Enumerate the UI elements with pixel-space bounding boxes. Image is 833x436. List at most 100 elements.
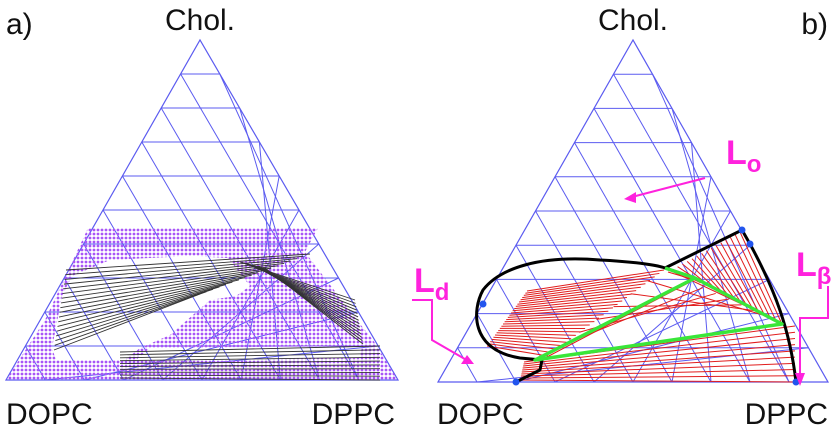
lbeta-arrow [799, 286, 829, 378]
tie-line [63, 262, 285, 290]
tie-line [57, 281, 233, 327]
boundary-marker [792, 378, 800, 386]
tie-line [63, 260, 291, 285]
panel-b-label: b) [801, 8, 828, 41]
lo-arrow [627, 177, 706, 199]
tie-line [64, 258, 298, 280]
red-tie-line [522, 279, 651, 299]
apex-right-label-a: DPPC [312, 398, 395, 431]
phase-arrows [412, 177, 829, 386]
red-tie-line [526, 269, 665, 292]
red-tie-line [515, 293, 632, 307]
tie-line [58, 279, 239, 323]
boundary-marker [738, 226, 746, 234]
ternary-grid-b [436, 38, 830, 383]
tie-line [119, 364, 381, 367]
apex-left-label-b: DOPC [437, 398, 524, 431]
red-tie-line [701, 253, 736, 300]
tie-line [61, 267, 272, 299]
two-phase-region-dots [6, 228, 398, 380]
three-phase-triangle [533, 266, 784, 362]
red-tie-line [523, 337, 796, 367]
apex-top-label-b: Chol. [598, 4, 668, 37]
red-tie-line [715, 245, 753, 309]
tie-line [65, 255, 304, 276]
red-tie-line [506, 314, 604, 321]
red-tie-line [523, 276, 655, 296]
ld-arrow [412, 299, 471, 363]
grid-line [457, 347, 478, 383]
red-tie-line [509, 307, 613, 316]
red-tie-line [729, 237, 770, 317]
red-tie-line [630, 293, 755, 312]
boundary-marker [746, 240, 754, 248]
red-tie-line [696, 255, 730, 298]
red-tie-line [720, 242, 759, 312]
red-tie-line [490, 341, 558, 350]
red-tie-line [496, 332, 576, 336]
red-tie-line [522, 350, 796, 371]
grid-line [593, 108, 751, 383]
tie-line [60, 272, 259, 309]
panel-a: a) Chol. DOPC DPPC [4, 4, 400, 431]
red-tie-line [494, 334, 572, 340]
tie-line [119, 356, 381, 362]
red-tie-line [518, 286, 641, 303]
boundary-markers [479, 226, 800, 386]
apex-left-label-a: DOPC [6, 398, 93, 431]
tie-line [54, 291, 207, 346]
ld-arrowhead [461, 355, 474, 364]
red-tie-line [519, 379, 796, 383]
red-tie-line [504, 317, 600, 323]
tie-line [119, 374, 381, 377]
red-tie-line [510, 303, 618, 314]
panel-b: Lo Ld Lβ Chol. b) DOPC DPPC [412, 4, 831, 431]
red-tie-line [613, 304, 742, 308]
red-tie-line [507, 310, 609, 318]
tie-line [59, 274, 252, 313]
lbeta-label: Lβ [796, 246, 831, 290]
tie-line [119, 377, 381, 381]
red-tie-line [691, 258, 725, 295]
red-tie-line [521, 362, 796, 375]
red-tie-line [488, 343, 553, 354]
red-tie-line [525, 272, 660, 294]
red-tie-line [486, 345, 549, 357]
lbeta-arrowhead [795, 373, 805, 386]
tie-line [119, 349, 381, 356]
red-tie-line [522, 344, 796, 369]
boundary-marker [479, 300, 487, 308]
tie-line [55, 286, 220, 337]
red-tie-line [520, 369, 796, 377]
grid-line [652, 73, 790, 383]
tie-line [53, 293, 201, 351]
tie-line [119, 353, 381, 359]
tie-line [60, 270, 265, 304]
tie-line [58, 277, 246, 318]
red-tie-line [710, 247, 748, 306]
tie-line [264, 267, 364, 345]
panel-a-label: a) [6, 8, 33, 41]
red-tie-line [502, 321, 595, 325]
ld-label: Ld [414, 262, 449, 306]
red-tie-line [523, 331, 796, 365]
tie-lines-a [53, 253, 381, 381]
red-tie-line [501, 324, 590, 327]
grid-line [554, 176, 673, 383]
tie-line [56, 284, 227, 332]
boundary-marker [512, 378, 520, 386]
grid-line [515, 244, 595, 383]
lo-arrowhead [624, 192, 636, 203]
tie-line [62, 265, 278, 294]
tie-line [55, 288, 214, 342]
lo-label: Lo [726, 134, 761, 178]
red-tie-line [705, 250, 742, 303]
red-tie-line [520, 283, 646, 301]
apex-right-label-b: DPPC [745, 398, 828, 431]
tie-line [119, 345, 381, 353]
phase-boundary [475, 228, 798, 384]
red-tie-line [521, 356, 796, 373]
red-tie-line [734, 234, 776, 320]
red-tie-line [514, 297, 627, 310]
